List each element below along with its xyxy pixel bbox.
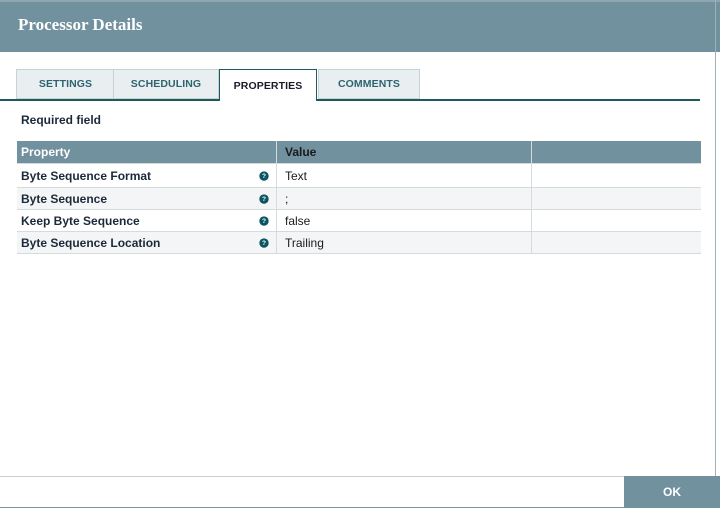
svg-text:?: ?: [262, 240, 266, 247]
svg-text:?: ?: [262, 173, 266, 180]
svg-text:?: ?: [262, 196, 266, 203]
svg-text:?: ?: [262, 218, 266, 225]
